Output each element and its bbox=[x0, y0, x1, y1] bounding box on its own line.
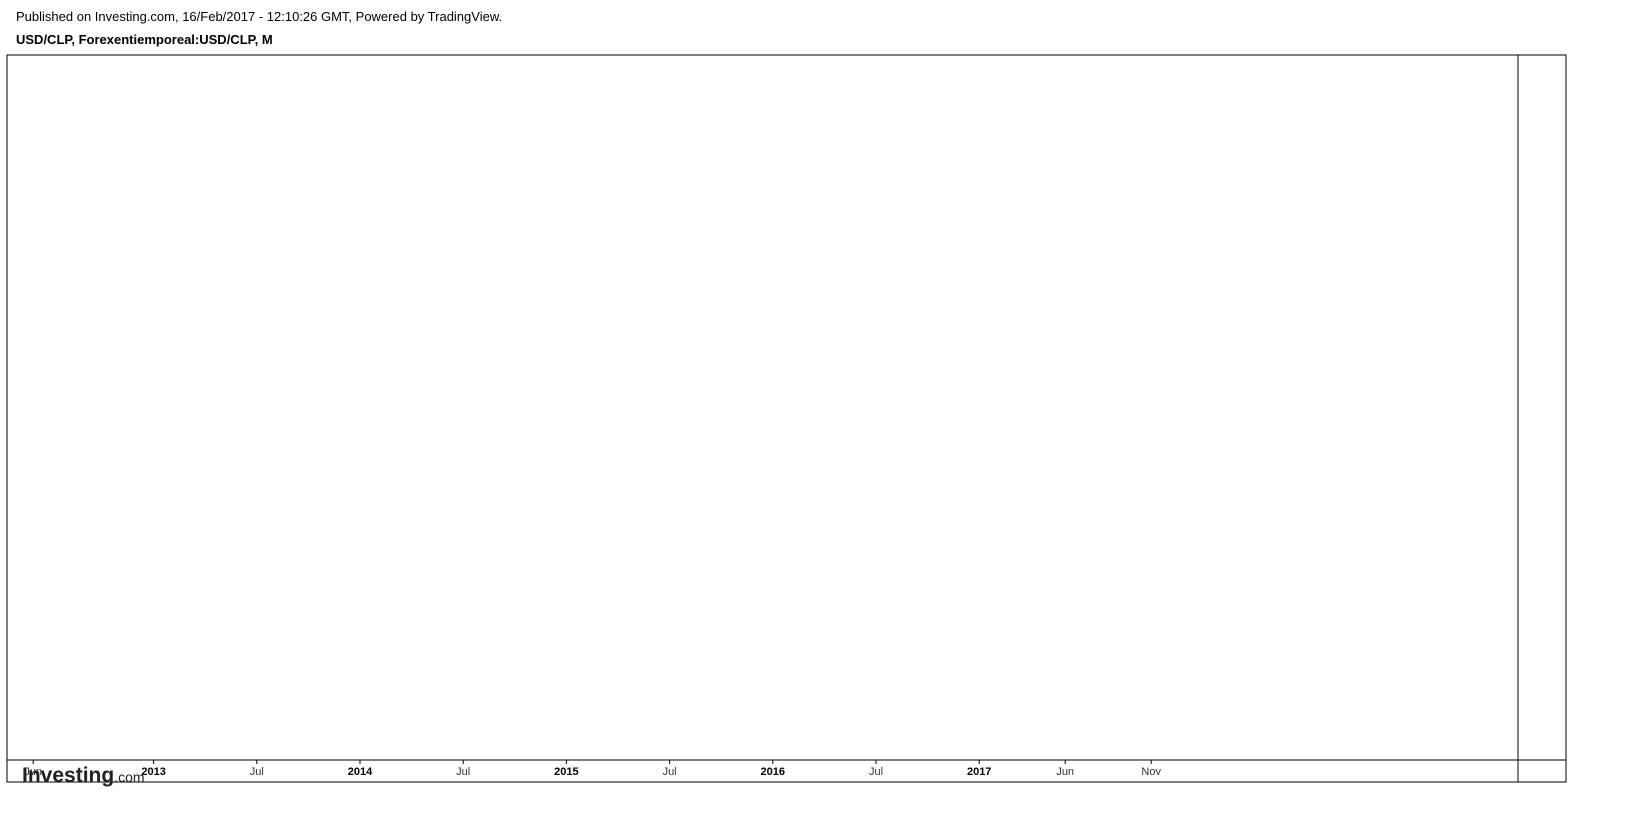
x-tick-label: Jun bbox=[24, 766, 42, 778]
logo-suffix-text: .com bbox=[114, 769, 144, 785]
x-tick-label: Jul bbox=[250, 766, 264, 778]
x-tick-label: 2014 bbox=[348, 766, 373, 778]
symbol-title: USD/CLP, Forexentiemporeal:USD/CLP, M bbox=[16, 32, 273, 47]
x-tick-label: Jul bbox=[663, 766, 677, 778]
chart-outer-frame bbox=[6, 54, 1567, 783]
x-tick-label: Jul bbox=[456, 766, 470, 778]
x-tick-label: 2015 bbox=[554, 766, 578, 778]
x-tick-label: Nov bbox=[1141, 766, 1161, 778]
logo-main-text: Investing bbox=[22, 764, 114, 787]
x-tick-label: Jun bbox=[1056, 766, 1074, 778]
investing-logo: Investing.com bbox=[22, 764, 145, 787]
publish-info: Published on Investing.com, 16/Feb/2017 … bbox=[16, 9, 503, 24]
x-tick-label: 2013 bbox=[141, 766, 165, 778]
chart-grid bbox=[6, 54, 1567, 783]
x-tick-label: 2016 bbox=[761, 766, 785, 778]
svg-text:Investing.com: Investing.com bbox=[22, 764, 145, 787]
axes: 440.00460.00480.00500.00520.00540.00560.… bbox=[24, 760, 1161, 778]
x-tick-label: Jul bbox=[869, 766, 883, 778]
x-tick-label: 2017 bbox=[967, 766, 991, 778]
